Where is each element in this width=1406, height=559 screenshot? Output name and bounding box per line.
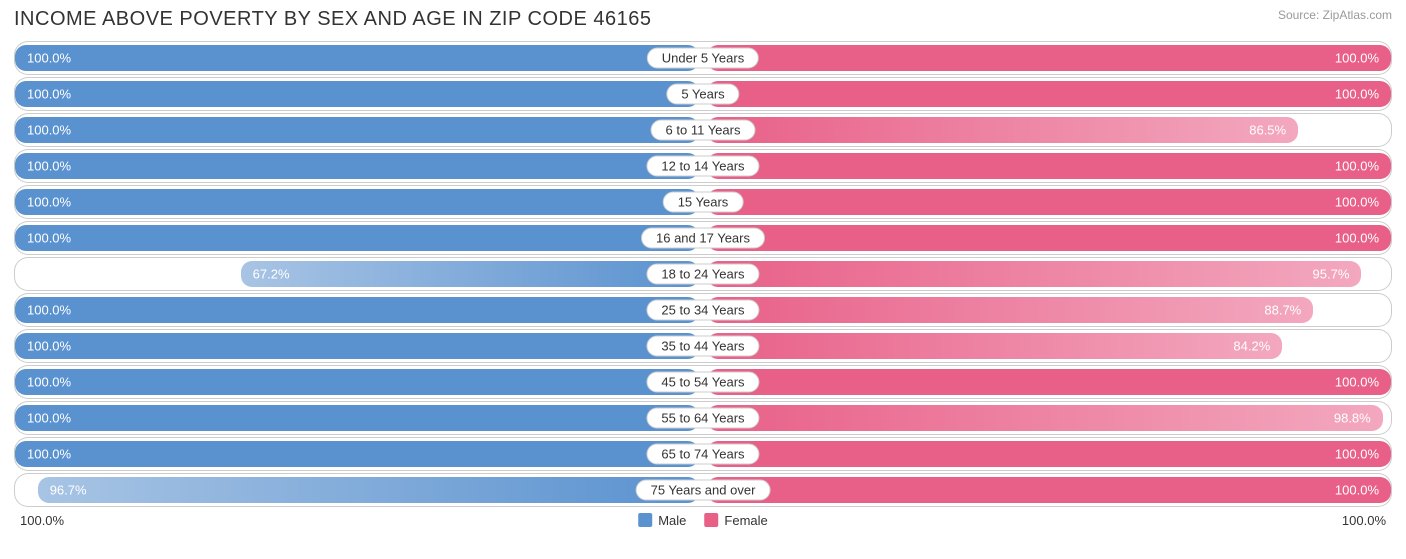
- diverging-bar-chart: 100.0% 100.0% Under 5 Years 100.0% 100.0% 5 Y…: [14, 41, 1392, 507]
- chart-row: 100.0% 88.7% 25 to 34 Years: [14, 293, 1392, 327]
- chart-title: INCOME ABOVE POVERTY BY SEX AND AGE IN Z…: [14, 8, 651, 31]
- male-value-label: 100.0%: [27, 339, 71, 354]
- female-value-label: 100.0%: [1335, 231, 1379, 246]
- female-bar: 100.0%: [707, 45, 1391, 71]
- female-bar: 100.0%: [707, 477, 1391, 503]
- category-label: Under 5 Years: [647, 48, 759, 69]
- chart-row: 100.0% 100.0% 15 Years: [14, 185, 1392, 219]
- male-bar: 100.0%: [15, 153, 699, 179]
- chart-row: 100.0% 100.0% 16 and 17 Years: [14, 221, 1392, 255]
- female-value-label: 100.0%: [1335, 375, 1379, 390]
- axis-left-label: 100.0%: [20, 513, 64, 528]
- category-label: 55 to 64 Years: [646, 408, 759, 429]
- category-label: 65 to 74 Years: [646, 444, 759, 465]
- chart-source: Source: ZipAtlas.com: [1278, 8, 1392, 22]
- female-value-label: 95.7%: [1313, 267, 1350, 282]
- female-bar: 100.0%: [707, 441, 1391, 467]
- male-value-label: 100.0%: [27, 411, 71, 426]
- chart-row: 100.0% 100.0% Under 5 Years: [14, 41, 1392, 75]
- female-bar: 100.0%: [707, 189, 1391, 215]
- female-bar: 100.0%: [707, 225, 1391, 251]
- female-bar: 100.0%: [707, 153, 1391, 179]
- chart-row: 100.0% 84.2% 35 to 44 Years: [14, 329, 1392, 363]
- male-bar: 100.0%: [15, 225, 699, 251]
- female-bar: 84.2%: [707, 333, 1282, 359]
- category-label: 75 Years and over: [636, 480, 771, 501]
- chart-row: 96.7% 100.0% 75 Years and over: [14, 473, 1392, 507]
- male-bar: 100.0%: [15, 333, 699, 359]
- legend-female-label: Female: [724, 513, 767, 528]
- male-value-label: 100.0%: [27, 303, 71, 318]
- female-bar: 100.0%: [707, 369, 1391, 395]
- chart-row: 100.0% 100.0% 12 to 14 Years: [14, 149, 1392, 183]
- male-bar: 100.0%: [15, 441, 699, 467]
- male-bar: 67.2%: [241, 261, 699, 287]
- female-value-label: 100.0%: [1335, 483, 1379, 498]
- female-bar: 98.8%: [707, 405, 1383, 431]
- category-label: 12 to 14 Years: [646, 156, 759, 177]
- male-bar: 96.7%: [38, 477, 699, 503]
- female-bar: 100.0%: [707, 81, 1391, 107]
- male-value-label: 100.0%: [27, 123, 71, 138]
- chart-row: 100.0% 100.0% 45 to 54 Years: [14, 365, 1392, 399]
- male-bar: 100.0%: [15, 297, 699, 323]
- axis-right-label: 100.0%: [1342, 513, 1386, 528]
- category-label: 35 to 44 Years: [646, 336, 759, 357]
- x-axis: 100.0% Male Female 100.0%: [14, 509, 1392, 528]
- female-swatch-icon: [704, 513, 718, 527]
- female-value-label: 100.0%: [1335, 195, 1379, 210]
- chart-row: 100.0% 86.5% 6 to 11 Years: [14, 113, 1392, 147]
- legend-item-male: Male: [638, 513, 686, 528]
- chart-row: 100.0% 100.0% 5 Years: [14, 77, 1392, 111]
- category-label: 15 Years: [663, 192, 744, 213]
- male-value-label: 100.0%: [27, 231, 71, 246]
- male-bar: 100.0%: [15, 81, 699, 107]
- male-bar: 100.0%: [15, 369, 699, 395]
- female-bar: 95.7%: [707, 261, 1361, 287]
- male-value-label: 100.0%: [27, 159, 71, 174]
- legend-item-female: Female: [704, 513, 767, 528]
- male-bar: 100.0%: [15, 45, 699, 71]
- female-value-label: 100.0%: [1335, 51, 1379, 66]
- female-value-label: 100.0%: [1335, 447, 1379, 462]
- legend: Male Female: [638, 513, 768, 528]
- male-swatch-icon: [638, 513, 652, 527]
- chart-row: 67.2% 95.7% 18 to 24 Years: [14, 257, 1392, 291]
- male-value-label: 96.7%: [50, 483, 87, 498]
- category-label: 16 and 17 Years: [641, 228, 765, 249]
- male-bar: 100.0%: [15, 405, 699, 431]
- male-value-label: 100.0%: [27, 375, 71, 390]
- category-label: 18 to 24 Years: [646, 264, 759, 285]
- female-bar: 86.5%: [707, 117, 1298, 143]
- female-bar: 88.7%: [707, 297, 1313, 323]
- male-value-label: 100.0%: [27, 195, 71, 210]
- female-value-label: 100.0%: [1335, 87, 1379, 102]
- male-bar: 100.0%: [15, 117, 699, 143]
- female-value-label: 88.7%: [1264, 303, 1301, 318]
- category-label: 5 Years: [666, 84, 739, 105]
- chart-row: 100.0% 100.0% 65 to 74 Years: [14, 437, 1392, 471]
- category-label: 6 to 11 Years: [651, 120, 756, 141]
- chart-row: 100.0% 98.8% 55 to 64 Years: [14, 401, 1392, 435]
- female-value-label: 84.2%: [1233, 339, 1270, 354]
- male-value-label: 100.0%: [27, 447, 71, 462]
- legend-male-label: Male: [658, 513, 686, 528]
- male-value-label: 67.2%: [253, 267, 290, 282]
- category-label: 25 to 34 Years: [646, 300, 759, 321]
- male-value-label: 100.0%: [27, 87, 71, 102]
- female-value-label: 86.5%: [1249, 123, 1286, 138]
- female-value-label: 100.0%: [1335, 159, 1379, 174]
- male-value-label: 100.0%: [27, 51, 71, 66]
- male-bar: 100.0%: [15, 189, 699, 215]
- female-value-label: 98.8%: [1334, 411, 1371, 426]
- category-label: 45 to 54 Years: [646, 372, 759, 393]
